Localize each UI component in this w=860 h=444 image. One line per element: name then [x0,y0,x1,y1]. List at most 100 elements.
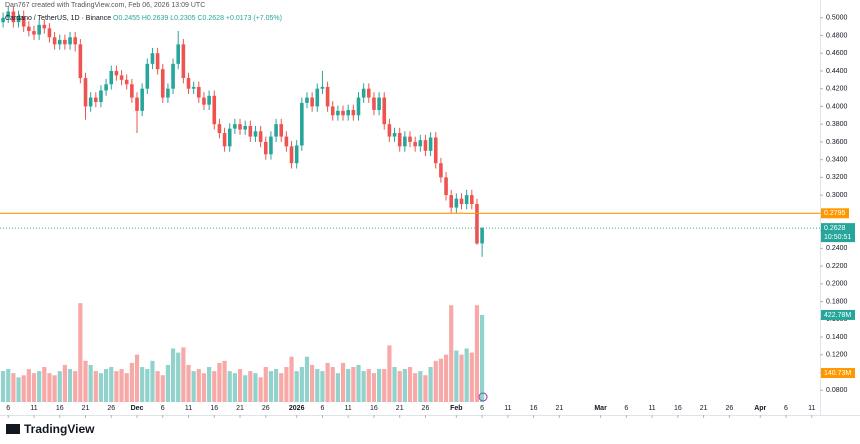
candle-body [480,228,484,244]
candle-body [78,44,83,79]
credit: Dan767 created with TradingView.com, Feb… [5,2,206,9]
volume-bar [376,369,382,402]
candle-body [88,97,93,107]
volume-bar [387,345,392,402]
y-tick-label: 0.1800 [826,298,848,305]
volume-bar [459,354,464,402]
candle-body [433,137,438,164]
volume-bar [42,367,47,402]
candle-body [181,44,186,79]
x-tick-label: 6 [6,405,10,412]
x-tick-label: 21 [700,405,708,412]
volume-bar [207,367,212,402]
volume-bar [382,369,387,402]
candle-body [140,88,144,111]
x-tick-label: 26 [107,405,115,412]
volume-bar [212,371,217,402]
candle-body [114,70,119,76]
y-tick-label: 0.4600 [826,50,848,57]
volume-bar [294,371,299,402]
candle-body [274,124,278,137]
volume-bar [351,367,356,402]
candle-body [109,70,114,85]
candle-body [428,137,433,151]
candle-body [186,78,191,89]
y-tick-label: 0.4000 [826,103,848,110]
volume-bar [232,373,237,402]
candle-body [377,97,381,110]
candle-body [6,11,11,18]
x-tick-label: 6 [624,405,628,412]
x-tick-label: Dec [131,405,144,412]
candle-body [68,37,72,45]
volume-bar [273,369,279,402]
x-tick-label: 26 [422,405,430,412]
volume-bar [11,373,16,402]
volume-bar [124,373,129,402]
volume-bar [407,367,413,402]
y-tick-label: 0.3600 [826,139,848,146]
volume-bar [170,348,176,402]
volume-bar [134,354,140,402]
candle-body [258,131,263,142]
candle-body [145,63,150,89]
candle-body [300,102,304,146]
candle-body [444,177,448,196]
volume-bar [289,356,294,402]
volume-bar [57,371,62,402]
candle-body [119,75,124,80]
volume-bar [413,373,418,402]
candle-body [408,136,412,142]
y-tick-label: 0.4800 [826,32,848,39]
y-tick-label: 0.2400 [826,245,848,252]
volume-ma-badge [821,368,855,379]
volume-bar [181,347,186,402]
candle-body [217,124,222,134]
candle-body [470,195,474,204]
x-tick-label: 6 [161,405,165,412]
volume-bar [37,371,42,402]
y-tick-label: 0.3000 [826,192,848,199]
candle-body [305,97,309,103]
x-tick-label: 16 [674,405,682,412]
candle-body [21,15,26,27]
volume-bar [104,369,109,402]
volume-bar [67,369,73,402]
volume-bar [474,305,480,402]
x-tick-label: 26 [262,405,270,412]
candle-body [263,141,268,155]
y-tick-label: 0.3800 [826,121,848,128]
candle-body [94,97,98,102]
candle-body [130,84,134,98]
last-price-badge [821,223,855,243]
candle-body [104,84,108,91]
candle-body [413,141,417,147]
volume-bar [258,377,263,402]
volume-bar [165,364,171,402]
candle-body [387,124,392,137]
candle-body [222,133,227,147]
volume-bar [6,369,11,402]
volume-bar [176,352,181,402]
volume-bar [397,371,402,402]
candle-body [418,140,423,147]
candle-body [346,109,350,116]
candle-body [382,97,387,125]
x-tick-label: 21 [236,405,244,412]
volume-bar [119,369,124,402]
volume-bar [310,364,315,402]
candle-body [366,88,371,98]
x-tick-label: 21 [82,405,90,412]
candle-body [279,124,284,137]
last-price-label: 0.2628 [824,225,846,232]
volume-bar [330,367,335,402]
countdown: 10:50:51 [824,234,851,241]
candle-body [243,125,247,130]
volume-bar [284,367,289,402]
candle-body [1,17,5,23]
candle-body [171,63,175,89]
volume-bar [98,373,104,402]
x-tick-label: 11 [648,405,655,412]
symbol: Cardano / TetherUS, 1D · Binance [5,15,112,22]
